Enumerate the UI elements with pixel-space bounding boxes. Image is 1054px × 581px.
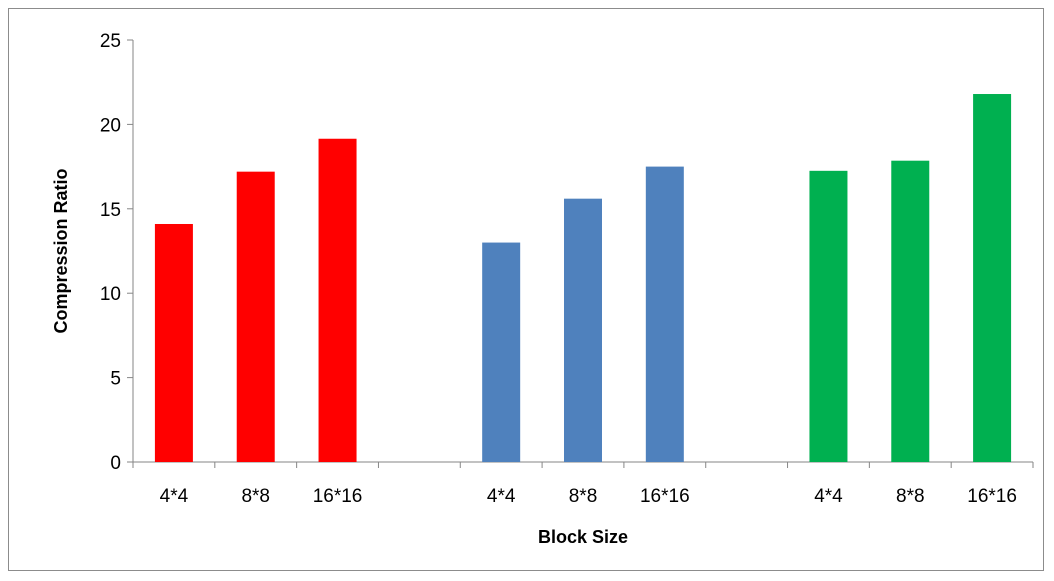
bar [482,242,521,462]
x-tick-label: 4*4 [487,486,516,507]
x-tick-label: 8*8 [241,486,270,507]
x-tick-label: 16*16 [640,486,690,507]
x-tick-label: 8*8 [569,486,598,507]
bars [154,94,1012,463]
bar [564,198,602,462]
x-axis-title: Block Size [538,527,628,547]
y-tick-label: 25 [100,31,121,52]
y-axis-title: Compression Ratio [51,168,71,333]
y-axis: 0 5 10 15 20 25 [100,31,134,474]
x-tick-label: 4*4 [814,486,843,507]
x-tick-label: 16*16 [313,486,363,507]
y-tick-label: 5 [110,369,121,390]
bar [809,170,848,462]
bar [973,94,1012,463]
y-tick-label: 15 [100,200,121,221]
bar [891,160,930,462]
x-tick-label: 8*8 [896,486,925,507]
y-tick-label: 20 [100,115,121,136]
y-tick-label: 10 [100,284,121,305]
bar [318,138,357,463]
x-tick-label: 16*16 [967,486,1017,507]
x-axis: 4*4 8*8 16*16 4*4 8*8 16*16 4*4 8*8 16*16 [132,461,1034,507]
bar [645,166,684,462]
bar [236,171,275,462]
y-tick-label: 0 [110,453,121,474]
x-tick-label: 4*4 [160,486,189,507]
bar [154,223,193,462]
